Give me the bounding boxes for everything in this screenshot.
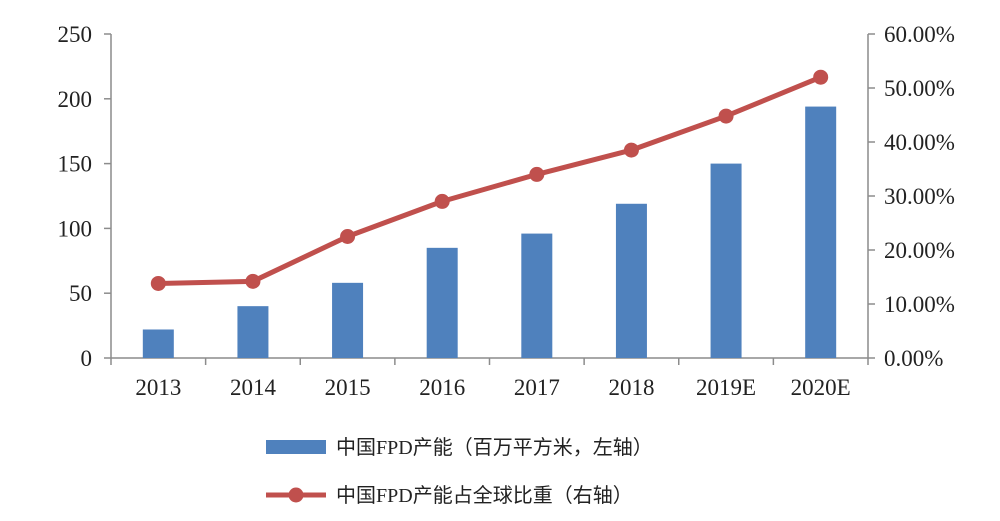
left-axis-tick-label: 250 (58, 22, 93, 47)
line-point (813, 69, 829, 85)
legend-line-label: 中国FPD产能占全球比重（右轴） (336, 484, 633, 507)
right-axis-tick-label: 30.00% (884, 184, 955, 209)
line-series (150, 69, 829, 291)
bar (521, 233, 553, 358)
line-point (623, 142, 639, 158)
x-axis-tick-label: 2018 (608, 375, 654, 400)
line-point (150, 275, 166, 291)
line-point (245, 273, 261, 289)
right-axis-tick-label: 40.00% (884, 130, 955, 155)
left-axis-tick-label: 100 (58, 216, 93, 241)
x-axis-tick-label: 2019E (696, 375, 756, 400)
right-axis-tick-label: 20.00% (884, 238, 955, 263)
bar (332, 282, 364, 358)
chart-axes: 0 50 100 150 200 250 0.00% 10.00% 20.00% 30.00% 40… (58, 22, 955, 400)
bar (805, 106, 837, 359)
legend-bar-swatch (266, 440, 326, 454)
bar (426, 247, 458, 358)
x-axis-tick-label: 2017 (514, 375, 560, 400)
chart-legend: 中国FPD产能（百万平方米，左轴） 中国FPD产能占全球比重（右轴） (266, 436, 653, 507)
line-point (340, 229, 356, 244)
x-axis-tick-label: 2020E (791, 375, 851, 400)
legend-line-marker (288, 487, 304, 503)
x-axis-tick-label: 2013 (135, 375, 181, 400)
x-axis-tick-label: 2016 (419, 375, 465, 400)
x-axis-tick-label: 2015 (325, 375, 371, 400)
line-point (529, 166, 545, 182)
right-axis-tick-label: 60.00% (884, 22, 955, 47)
line-point (718, 108, 734, 124)
bar (615, 203, 647, 358)
bar (710, 163, 742, 358)
line-point (434, 193, 450, 209)
right-axis-tick-label: 10.00% (884, 292, 955, 317)
bar (142, 329, 174, 358)
bar-series (142, 106, 837, 359)
right-axis-tick-label: 50.00% (884, 76, 955, 101)
right-axis-tick-label: 0.00% (884, 346, 943, 371)
left-axis-tick-label: 150 (58, 152, 93, 177)
bar (237, 306, 269, 358)
x-axis-tick-label: 2014 (230, 375, 277, 400)
legend-bar-label: 中国FPD产能（百万平方米，左轴） (336, 436, 653, 459)
left-axis-tick-label: 0 (81, 346, 93, 371)
left-axis-tick-label: 200 (58, 87, 93, 112)
left-axis-tick-label: 50 (69, 281, 92, 306)
line-path (158, 74, 822, 286)
